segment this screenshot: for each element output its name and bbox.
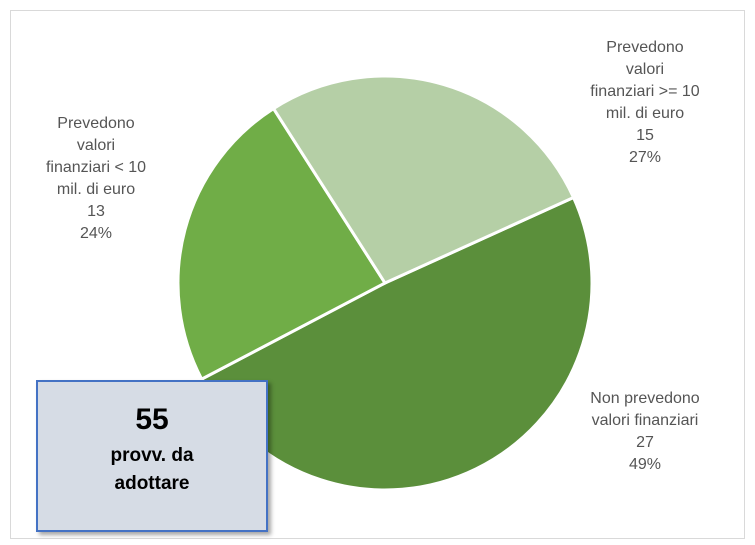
- slice-category: Non prevedono valori finanziari: [590, 390, 700, 429]
- total-text: provv. da adottare: [110, 445, 194, 494]
- pie-slice: [176, 106, 388, 382]
- slice-percentage: 27%: [628, 149, 662, 166]
- slice-label: Prevedono valori finanziari >= 10 mil. d…: [590, 37, 700, 169]
- slice-value: 27: [636, 434, 654, 451]
- pie-slice: [271, 74, 576, 285]
- frame: [10, 10, 745, 539]
- slice-label: Prevedono valori finanziari < 10 mil. di…: [46, 113, 146, 245]
- slice-percentage: 49%: [628, 456, 662, 473]
- total-box: 55 provv. da adottare: [36, 380, 268, 532]
- slice-category: Prevedono valori finanziari >= 10 mil. d…: [590, 39, 700, 122]
- total-value: 55: [135, 403, 169, 436]
- slice-value: 15: [636, 127, 654, 144]
- slice-value: 13: [87, 203, 105, 220]
- slice-category: Prevedono valori finanziari < 10 mil. di…: [45, 115, 147, 198]
- slice-percentage: 24%: [79, 225, 113, 242]
- slice-label: Non prevedono valori finanziari 27 49%: [590, 388, 699, 476]
